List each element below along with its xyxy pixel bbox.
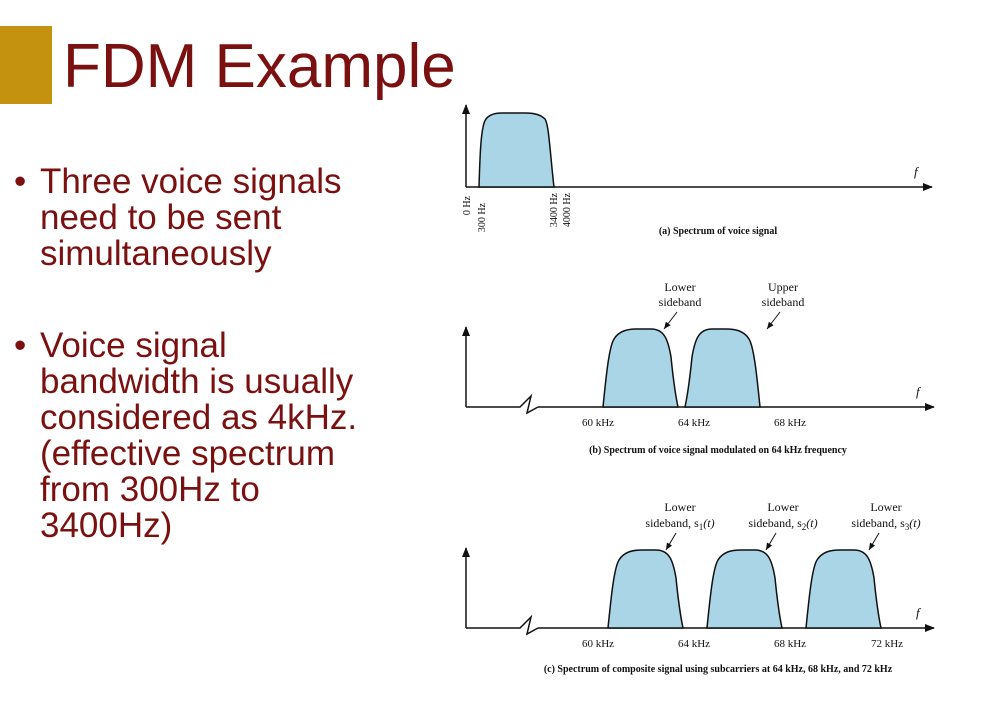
fdm-spectrum-figure: f 0 Hz 300 Hz 3400 Hz 4000 Hz (a) Spectr…	[450, 95, 999, 695]
tick-label-300hz: 300 Hz	[477, 202, 488, 232]
title-accent-block	[0, 26, 52, 104]
bullet-item: • Three voice signals need to be sent si…	[14, 164, 394, 272]
sideband-s1-pointer	[665, 532, 677, 551]
lower-sideband-s2-shape	[706, 549, 783, 629]
lower-sideband-shape	[602, 328, 679, 408]
panel-a-caption: (a) Spectrum of voice signal	[659, 226, 778, 237]
sideband-s3-label-line1: Lower	[870, 500, 901, 514]
panel-c-axis-break	[466, 614, 539, 636]
bullet-text: Voice signal bandwidth is usually consid…	[40, 326, 358, 545]
slide-title: FDM Example	[63, 32, 456, 101]
lower-sideband-s3-shape	[805, 549, 882, 629]
bullet-item: • Voice signal bandwidth is usually cons…	[14, 328, 394, 544]
panel-c-caption: (c) Spectrum of composite signal using s…	[544, 664, 893, 675]
panel-c: f 60 kHz 64 kHz 68 kHz 72 kHz Lower side…	[462, 500, 935, 675]
tick-label-3400hz: 3400 Hz	[549, 192, 560, 227]
lower-sideband-label-line1: Lower	[664, 280, 695, 294]
tick-label-4000hz: 4000 Hz	[562, 192, 573, 227]
tick-label-68khz: 68 kHz	[774, 417, 806, 429]
lower-sideband-pointer	[663, 311, 678, 330]
upper-sideband-pointer	[766, 311, 781, 330]
bullet-dot: •	[14, 326, 27, 365]
upper-sideband-label-line2: sideband	[762, 295, 805, 309]
sideband-s1-label-line2: sideband, s1(t)	[645, 516, 714, 532]
panel-b: f 60 kHz 64 kHz 68 kHz Lower sideband Up…	[462, 280, 935, 456]
tick-label-72khz: 72 kHz	[871, 638, 903, 650]
panel-a-axis-symbol: f	[914, 164, 920, 179]
bullet-text: Three voice signals need to be sent simu…	[40, 162, 342, 273]
panel-b-axis-symbol: f	[916, 384, 922, 399]
bullet-dot: •	[14, 162, 27, 201]
panel-c-axis-symbol: f	[916, 605, 922, 620]
sideband-s1-label-line1: Lower	[664, 500, 695, 514]
tick-label-64khz: 64 kHz	[678, 638, 710, 650]
sideband-s3-label-line2: sideband, s3(t)	[851, 516, 920, 532]
upper-sideband-label-line1: Upper	[768, 280, 798, 294]
upper-sideband-shape	[684, 328, 761, 408]
bullet-list: • Three voice signals need to be sent si…	[14, 164, 394, 544]
tick-label-64khz: 64 kHz	[678, 417, 710, 429]
tick-label-60khz: 60 kHz	[582, 417, 614, 429]
panel-a: f 0 Hz 300 Hz 3400 Hz 4000 Hz (a) Spectr…	[462, 104, 933, 237]
sideband-s2-label-line2: sideband, s2(t)	[748, 516, 817, 532]
lower-sideband-label-line2: sideband	[659, 295, 702, 309]
sideband-s3-pointer	[868, 532, 880, 551]
sideband-s2-label-line1: Lower	[767, 500, 798, 514]
panel-b-axis-break	[466, 393, 539, 415]
tick-label-68khz: 68 kHz	[774, 638, 806, 650]
sideband-s2-pointer	[765, 532, 777, 551]
lower-sideband-s1-shape	[607, 549, 684, 629]
fdm-spectrum-svg: f 0 Hz 300 Hz 3400 Hz 4000 Hz (a) Spectr…	[462, 104, 935, 675]
tick-label-60khz: 60 kHz	[582, 638, 614, 650]
panel-b-caption: (b) Spectrum of voice signal modulated o…	[589, 445, 847, 456]
voice-signal-spectrum	[478, 112, 555, 188]
tick-label-0hz: 0 Hz	[462, 195, 473, 215]
